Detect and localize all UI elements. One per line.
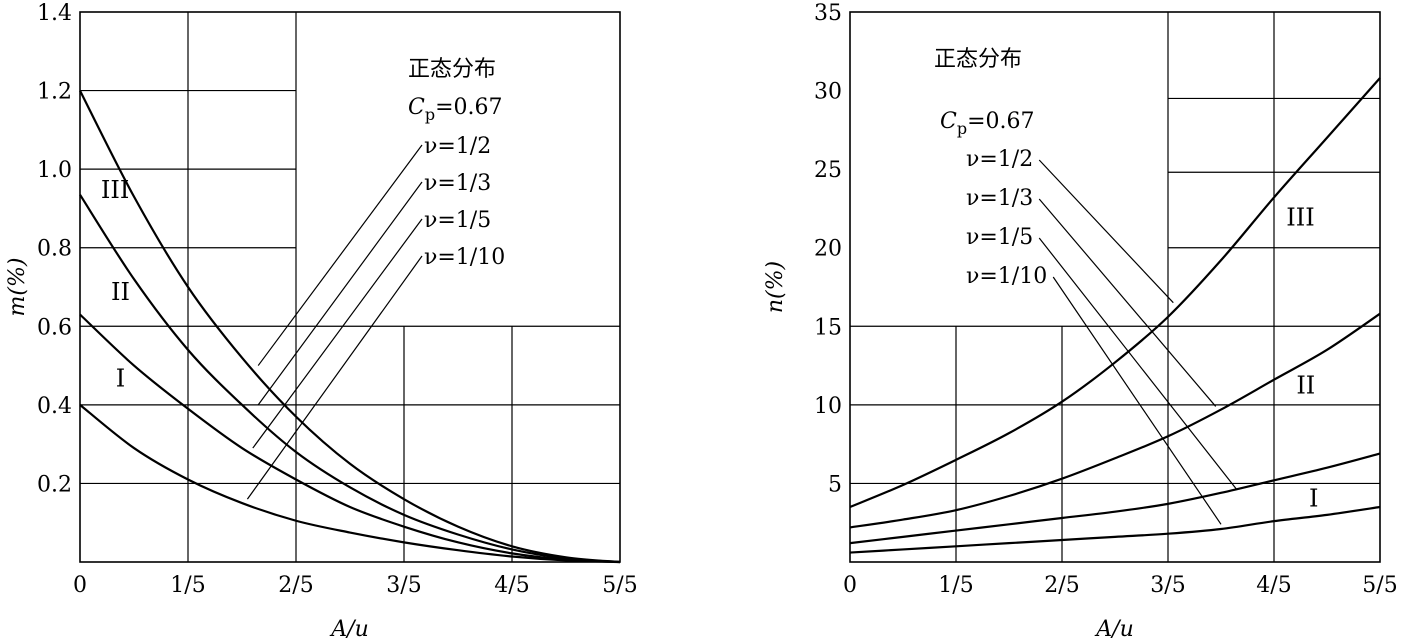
annotation-nu-label: ν=1/5 <box>424 208 491 233</box>
series-line <box>849 312 1381 529</box>
annotation-leader-line <box>1052 276 1222 525</box>
annotation-leader-line <box>1038 159 1174 304</box>
x-tick-label: 0 <box>843 573 857 598</box>
annotation-leader-line <box>257 144 423 366</box>
y-tick-label: 1.0 <box>37 158 72 183</box>
x-tick-label: 5/5 <box>602 573 637 598</box>
annotation-nu-label: ν=1/10 <box>424 245 505 270</box>
annotation-nu-label: ν=1/2 <box>966 147 1033 172</box>
x-tick-label: 1/5 <box>938 573 973 598</box>
series-line <box>79 90 621 564</box>
x-tick-label: 2/5 <box>278 573 313 598</box>
plot-frame <box>849 11 1381 563</box>
x-tick-label: 3/5 <box>1150 573 1185 598</box>
gridlines <box>850 12 1380 562</box>
x-tick-label: 4/5 <box>494 573 529 598</box>
series-line <box>849 452 1381 545</box>
annotation-leader-line <box>252 218 423 449</box>
x-tick-label: 1/5 <box>170 573 205 598</box>
y-tick-label: 0.2 <box>37 472 72 497</box>
y-tick-label: 0.6 <box>37 315 72 340</box>
curve-label: III <box>1286 203 1314 231</box>
series-line <box>79 313 621 564</box>
annotation-leader-line <box>1038 237 1238 491</box>
x-tick-label: 5/5 <box>1362 573 1397 598</box>
series-line <box>849 505 1381 554</box>
series-line <box>79 194 621 564</box>
annotation-nu-label: ν=1/3 <box>966 186 1033 211</box>
annotation-cp: Cp=0.67 <box>940 109 1035 138</box>
annotation-nu-label: ν=1/3 <box>424 171 491 196</box>
y-axis-title: m(%) <box>5 258 30 317</box>
y-tick-label: 1.4 <box>37 1 72 26</box>
chart-2: 0 1/5 2/5 3/5 4/5 5/55101520253035A/un(%)IIII… <box>763 1 1398 642</box>
annotation-nu-label: ν=1/10 <box>966 264 1047 289</box>
curve-label: II <box>1296 371 1315 399</box>
annotation-leader-line <box>257 181 423 406</box>
y-tick-label: 25 <box>814 158 842 183</box>
x-tick-label: 4/5 <box>1256 573 1291 598</box>
gridlines <box>80 12 620 562</box>
annotation-leader-line <box>1038 198 1217 407</box>
x-tick-label: 0 <box>73 573 87 598</box>
x-axis-title: A/u <box>1094 617 1133 642</box>
y-tick-label: 20 <box>814 237 842 262</box>
y-tick-label: 5 <box>828 472 842 497</box>
chart-1: 0 1/5 2/5 3/5 4/5 5/5 0.2 0.4 0.6 0.8 1.0 1.2 1.4 A/u… <box>5 1 638 642</box>
y-tick-label: 0.8 <box>37 237 72 262</box>
series-line <box>79 403 621 564</box>
annotation-title: 正态分布 <box>408 57 496 82</box>
x-axis-title: A/u <box>329 617 368 642</box>
curve-label: II <box>111 278 130 306</box>
curve-label: I <box>1309 485 1318 513</box>
y-axis-title: n(%) <box>763 261 788 313</box>
y-tick-label: 35 <box>814 1 842 26</box>
y-tick-label: 10 <box>814 394 842 419</box>
x-tick-label: 2/5 <box>1044 573 1079 598</box>
annotation-title: 正态分布 <box>934 47 1022 72</box>
plot-frame <box>79 11 621 563</box>
curve-label: I <box>116 364 125 392</box>
annotation-nu-label: ν=1/5 <box>966 225 1033 250</box>
y-tick-label: 30 <box>814 80 842 105</box>
curve-label: III <box>101 176 129 204</box>
annotation-leader-line <box>246 255 423 500</box>
y-tick-label: 0.4 <box>37 394 72 419</box>
y-tick-label: 1.2 <box>37 80 72 105</box>
annotation-cp: Cp=0.67 <box>408 95 503 124</box>
x-tick-label: 3/5 <box>386 573 421 598</box>
series-line <box>849 77 1381 509</box>
y-tick-label: 15 <box>814 315 842 340</box>
annotation-nu-label: ν=1/2 <box>424 134 491 159</box>
